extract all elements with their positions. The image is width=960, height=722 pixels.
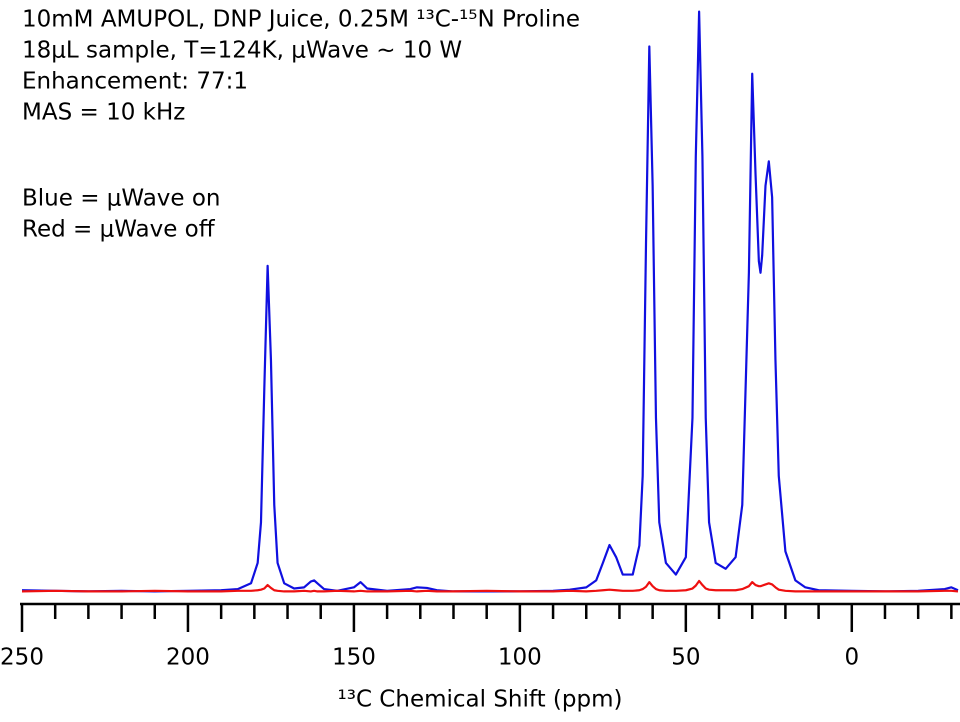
spectrum-line (21, 10, 959, 593)
x-tick-label: 250 (0, 645, 44, 671)
annotation: MAS = 10 kHz (22, 100, 185, 126)
x-tick-label: 200 (166, 645, 210, 671)
annotation: 10mM AMUPOL, DNP Juice, 0.25M ¹³C-¹⁵N Pr… (22, 7, 580, 33)
x-axis-label: ¹³C Chemical Shift (ppm) (338, 687, 623, 713)
annotation: 18μL sample, T=124K, μWave ~ 10 W (22, 38, 462, 64)
legend-entry: Blue = μWave on (22, 186, 221, 212)
legend-entry: Red = μWave off (22, 217, 216, 243)
x-tick-label: 50 (671, 645, 700, 671)
x-tick-label: 150 (332, 645, 376, 671)
spectrum-line (21, 579, 959, 593)
x-tick-label: 100 (498, 645, 542, 671)
x-tick-label: 0 (844, 645, 859, 671)
annotation: Enhancement: 77:1 (22, 69, 248, 95)
